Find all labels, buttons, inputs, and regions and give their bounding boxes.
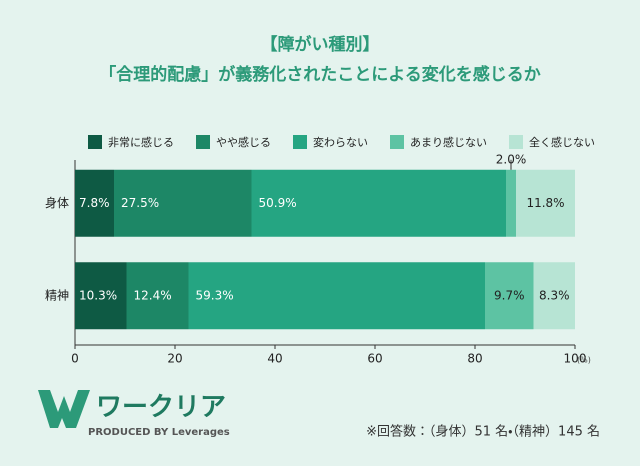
x-tick-label: 80 bbox=[467, 352, 482, 366]
footnote: ※回答数：（身体）51 名・（精神）145 名 bbox=[366, 424, 600, 440]
y-tick-label: 身体 bbox=[45, 195, 69, 210]
data-label: 10.3% bbox=[79, 288, 117, 302]
bar-segment bbox=[516, 169, 575, 237]
x-tick-label: 20 bbox=[167, 352, 182, 366]
bar-segment bbox=[251, 169, 506, 237]
logo-icon bbox=[38, 390, 90, 428]
legend-label: あまり感じない bbox=[410, 135, 487, 149]
brand-name: ワークリア bbox=[96, 393, 226, 423]
data-label: 59.3% bbox=[196, 288, 234, 302]
brand-logo bbox=[38, 390, 90, 428]
legend-label: やや感じる bbox=[216, 135, 271, 149]
legend-swatch bbox=[509, 135, 523, 149]
data-label: 8.3% bbox=[539, 288, 570, 302]
legend-label: 全く感じない bbox=[529, 135, 595, 149]
x-tick-label: 0 bbox=[71, 352, 79, 366]
brand-tagline: PRODUCED BY Leverages bbox=[88, 427, 230, 438]
legend-swatch bbox=[293, 135, 307, 149]
data-label: 2.0% bbox=[496, 152, 527, 166]
legend-swatch bbox=[390, 135, 404, 149]
data-label: 11.8% bbox=[526, 196, 564, 210]
chart-subtitle: 「合理的配慮」が義務化されたことによる変化を感じるか bbox=[99, 64, 541, 85]
data-label: 12.4% bbox=[134, 288, 172, 302]
legend-label: 非常に感じる bbox=[108, 135, 174, 149]
x-tick-label: 100 bbox=[564, 352, 587, 366]
data-label: 27.5% bbox=[121, 196, 159, 210]
chart-title: 【障がい種別】 bbox=[261, 34, 380, 55]
legend-swatch bbox=[88, 135, 102, 149]
y-tick-label: 精神 bbox=[45, 287, 69, 302]
legend-swatch bbox=[196, 135, 210, 149]
x-tick-label: 60 bbox=[367, 352, 382, 366]
x-axis-unit: (%) bbox=[577, 356, 591, 365]
bar-segment bbox=[188, 262, 485, 330]
bar-segment bbox=[126, 262, 189, 330]
data-label: 50.9% bbox=[259, 196, 297, 210]
bar-segment bbox=[533, 262, 575, 330]
data-label: 7.8% bbox=[79, 196, 110, 210]
bar-segment bbox=[485, 262, 534, 330]
bar-segment bbox=[114, 169, 252, 237]
x-tick-label: 40 bbox=[267, 352, 282, 366]
legend-label: 変わらない bbox=[313, 136, 368, 149]
bar-segment bbox=[75, 169, 114, 237]
data-label: 9.7% bbox=[494, 288, 525, 302]
bar-segment bbox=[506, 169, 516, 237]
bar-segment bbox=[75, 262, 127, 330]
